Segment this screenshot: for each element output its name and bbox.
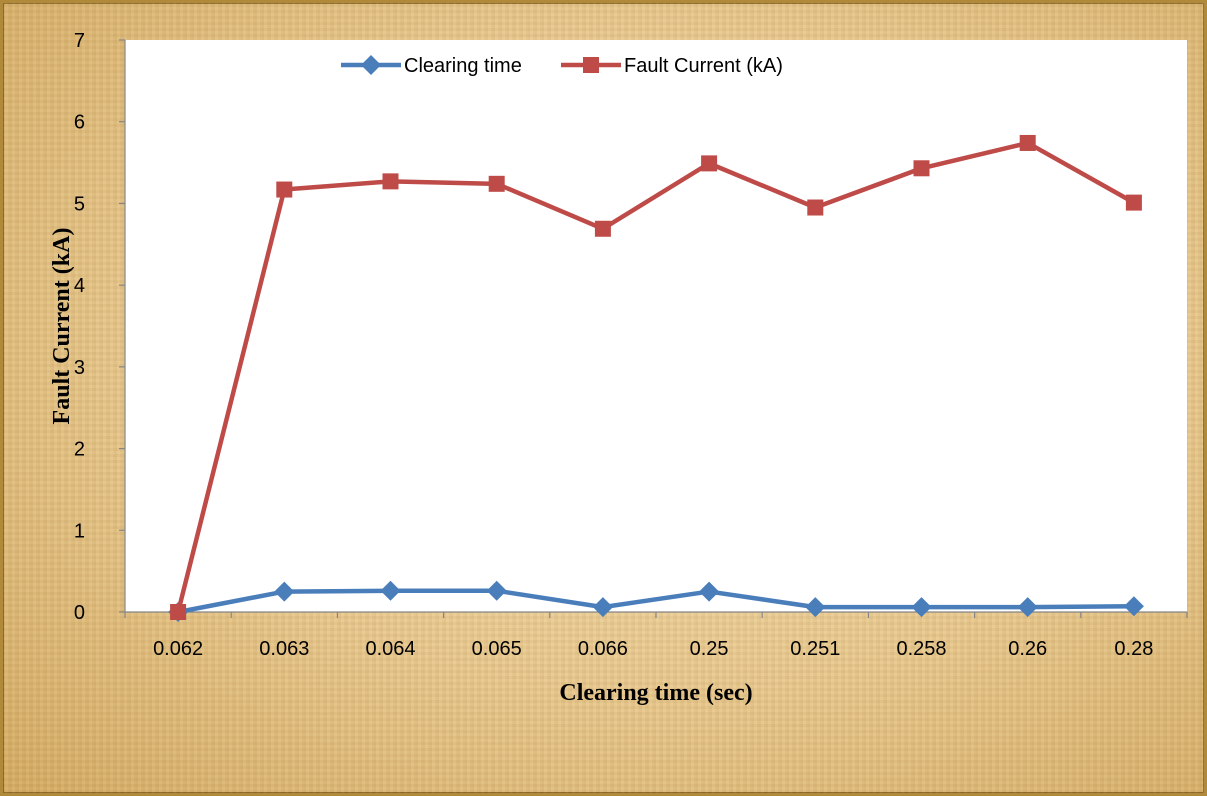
x-tick-label: 0.064: [365, 638, 415, 660]
fault-current-ka-point: [1019, 134, 1036, 151]
fault-current-ka-point: [382, 173, 399, 190]
clearing-time-line: [177, 588, 1134, 615]
clearing-time-series: [168, 580, 1144, 622]
x-tick-label: 0.28: [1114, 638, 1153, 660]
legend-item-fault-current-ka: Fault Current (kA): [561, 55, 783, 77]
clearing-time-point: [805, 597, 826, 618]
y-tick-label: 6: [74, 112, 85, 134]
x-tick-label: 0.062: [153, 638, 203, 660]
y-axis-title: Fault Current (kA): [49, 228, 75, 425]
legend-swatch-marker: [583, 57, 599, 73]
fault-current-ka-point: [701, 155, 718, 172]
x-tick-label: 0.26: [1008, 638, 1047, 660]
fault-current-ka-line: [175, 140, 1136, 613]
legend-swatch-marker: [361, 55, 381, 75]
fault-current-ka-point: [170, 604, 187, 620]
series-layer: [168, 134, 1144, 622]
fault-current-ka-point: [913, 160, 930, 177]
clearing-time-point: [1123, 596, 1144, 617]
x-tick-label: 0.251: [790, 638, 840, 660]
clearing-time-point: [486, 580, 507, 601]
fault-current-ka-point: [594, 220, 611, 237]
y-tick-label: 0: [74, 602, 85, 624]
y-tick-label: 1: [74, 520, 85, 542]
x-tick-label: 0.258: [896, 638, 946, 660]
x-axis-title: Clearing time (sec): [559, 680, 752, 706]
x-tick-label: 0.066: [578, 638, 628, 660]
x-tick-label: 0.25: [690, 638, 729, 660]
x-axis-ticks: 0.062 0.063 0.064 0.065 0.066 0.25 0.251 0.258 0…: [124, 612, 1188, 660]
x-tick-label: 0.065: [472, 638, 522, 660]
fault-current-ka-point: [1125, 194, 1142, 211]
y-tick-label: 5: [74, 193, 85, 215]
clearing-time-point: [1017, 597, 1038, 618]
clearing-time-point: [592, 597, 613, 618]
y-axis-ticks: 0 1 2 3 4 5 6 7: [74, 30, 125, 624]
fault-current-ka-series: [170, 134, 1142, 620]
legend-item-clearing-time: Clearing time: [341, 55, 522, 77]
y-tick-label: 3: [74, 357, 85, 379]
legend: Clearing time Fault Current (kA): [341, 55, 783, 77]
plot-area: [125, 40, 1187, 612]
clearing-time-point: [274, 581, 295, 602]
fault-current-ka-point: [488, 175, 505, 192]
y-tick-label: 7: [74, 30, 85, 52]
fault-current-ka-point: [276, 181, 293, 198]
y-tick-label: 2: [74, 439, 85, 461]
clearing-time-point: [699, 581, 720, 602]
clearing-time-point: [380, 580, 401, 601]
fault-current-ka-point: [807, 199, 824, 216]
legend-label: Clearing time: [404, 55, 522, 77]
y-tick-label: 4: [74, 275, 85, 297]
x-tick-label: 0.063: [259, 638, 309, 660]
legend-label: Fault Current (kA): [624, 55, 783, 77]
clearing-time-point: [911, 597, 932, 618]
